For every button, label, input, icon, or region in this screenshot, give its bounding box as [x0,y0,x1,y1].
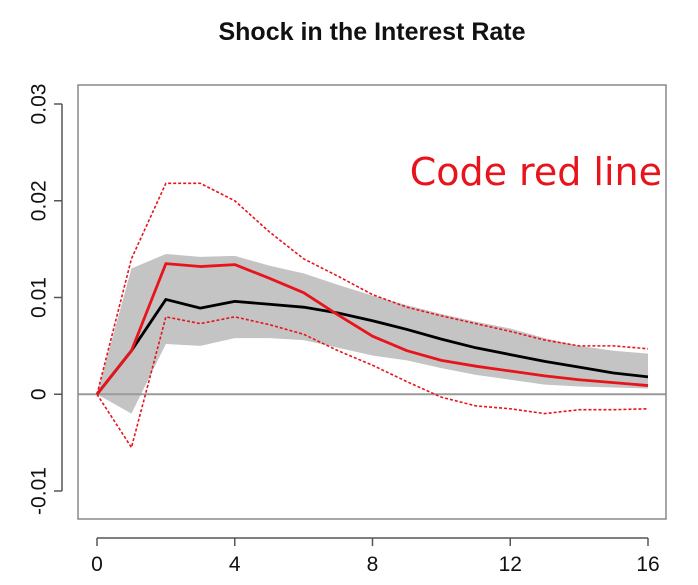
plot-frame [77,84,667,520]
x-tick-label: 0 [91,553,103,576]
red-dashed-upper [96,182,649,395]
y-tick-label: 0 [28,388,51,400]
red-dashed-lower [96,316,649,449]
x-tick-label: 8 [367,553,379,576]
x-tick-label: 12 [499,553,522,576]
x-tick-label: 4 [229,553,241,576]
confidence-band [97,253,648,414]
y-tick-label: -0.01 [28,467,51,515]
axes: 0 4 8 12 16 -0.01 0 0.01 0.02 0.03 [28,84,660,576]
y-tick-label: 0.02 [28,180,51,221]
black-line [95,298,649,396]
plot-area [78,182,666,449]
annotation-text: Code red line [410,150,662,194]
y-tick-label: 0.03 [28,84,51,125]
chart-title: Shock in the Interest Rate [218,18,525,46]
y-tick-label: 0.01 [28,277,51,318]
x-tick-label: 16 [636,553,659,576]
red-line [95,262,649,396]
